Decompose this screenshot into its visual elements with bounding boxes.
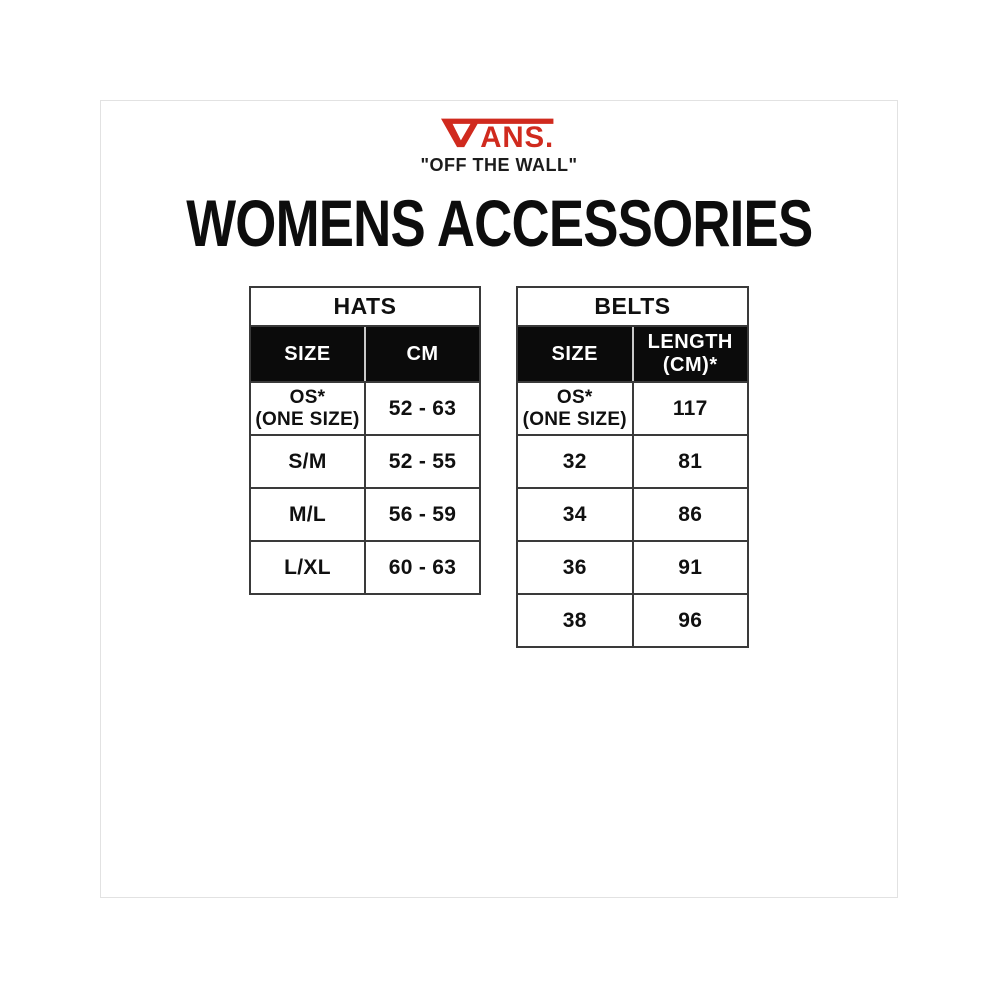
- table-row: OS* (ONE SIZE) 117: [516, 381, 749, 437]
- column-header-cm: CM: [364, 325, 481, 384]
- value-cell: 86: [631, 487, 749, 543]
- brand-tagline: "OFF THE WALL": [420, 155, 578, 176]
- value-cell: 117: [631, 381, 749, 437]
- vans-logo-text: ANS.: [480, 121, 554, 152]
- value-cell: 96: [631, 593, 749, 649]
- table-row: 38 96: [516, 593, 749, 649]
- table-row: M/L 56 - 59: [249, 487, 481, 543]
- column-header-size: SIZE: [516, 325, 634, 384]
- size-cell: 34: [516, 487, 634, 543]
- table-row: L/XL 60 - 63: [249, 540, 481, 596]
- table-row: OS* (ONE SIZE) 52 - 63: [249, 381, 481, 437]
- size-cell: 36: [516, 540, 634, 596]
- size-note: (ONE SIZE): [522, 408, 627, 430]
- vans-logo: ANS.: [101, 115, 897, 152]
- size-note: (ONE SIZE): [255, 408, 360, 430]
- value-cell: 60 - 63: [364, 540, 481, 596]
- vans-logo-graphic: ANS.: [441, 118, 554, 152]
- size-cell: 32: [516, 434, 634, 490]
- table-title-hats: HATS: [249, 286, 481, 328]
- column-header-size: SIZE: [249, 325, 366, 384]
- size-cell: 38: [516, 593, 634, 649]
- column-header-length-cm: LENGTH (CM)*: [631, 325, 749, 384]
- size-cell: OS* (ONE SIZE): [516, 381, 634, 437]
- value-cell: 52 - 55: [364, 434, 481, 490]
- size-value: OS*: [289, 386, 326, 408]
- value-cell: 52 - 63: [364, 381, 481, 437]
- hats-size-table: HATS SIZE CM OS* (ONE SIZE) 52 - 63 S/M: [249, 286, 481, 596]
- vans-flying-v-icon: [441, 118, 554, 148]
- size-cell: L/XL: [249, 540, 366, 596]
- table-row: 32 81: [516, 434, 749, 490]
- value-cell: 56 - 59: [364, 487, 481, 543]
- belts-size-table: BELTS SIZE LENGTH (CM)* OS* (ONE SIZE) 1…: [516, 286, 749, 649]
- page-title-text: WOMENS ACCESSORIES: [185, 186, 813, 261]
- size-chart-card: ANS. "OFF THE WALL" WOMENS ACCESSORIES H…: [100, 100, 898, 898]
- table-row: 34 86: [516, 487, 749, 543]
- value-cell: 81: [631, 434, 749, 490]
- size-cell: M/L: [249, 487, 366, 543]
- table-title-belts: BELTS: [516, 286, 749, 328]
- size-cell: S/M: [249, 434, 366, 490]
- table-row: S/M 52 - 55: [249, 434, 481, 490]
- table-row: 36 91: [516, 540, 749, 596]
- size-cell: OS* (ONE SIZE): [249, 381, 366, 437]
- size-value: OS*: [556, 386, 593, 408]
- value-cell: 91: [631, 540, 749, 596]
- page-title: WOMENS ACCESSORIES: [101, 190, 897, 256]
- size-tables: HATS SIZE CM OS* (ONE SIZE) 52 - 63 S/M: [101, 286, 897, 649]
